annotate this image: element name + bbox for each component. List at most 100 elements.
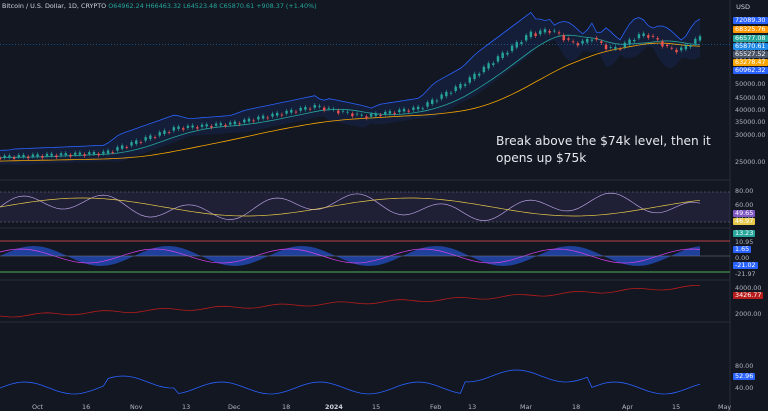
candle-body xyxy=(369,114,373,117)
candle-body xyxy=(529,31,533,37)
chart-annotation[interactable]: Break above the $74k level, then it open… xyxy=(496,133,711,167)
time-tick-label: 2024 xyxy=(325,403,343,411)
time-tick-label: Mar xyxy=(520,403,533,411)
rsi-band xyxy=(0,192,730,222)
candle-body xyxy=(200,124,204,127)
price-tick-label: 30000.00 xyxy=(735,131,766,139)
candle-body xyxy=(600,41,603,43)
rsi-line xyxy=(0,192,701,221)
candle-body xyxy=(351,113,354,117)
rsi-tick-label: 80.00 xyxy=(735,187,754,195)
time-tick-label: 18 xyxy=(572,403,581,411)
rsi-badge: 46.97 xyxy=(733,217,756,225)
candle-body xyxy=(665,44,669,47)
candle-body xyxy=(642,33,645,36)
candle-body xyxy=(322,107,326,111)
candle-body xyxy=(487,63,490,69)
candle-body xyxy=(402,108,406,112)
candle-body xyxy=(73,152,77,155)
ma-short xyxy=(0,34,701,158)
annotation-line-1: Break above the $74k level, then it xyxy=(496,134,711,148)
candle-body xyxy=(36,154,39,157)
metric-line-blue xyxy=(0,369,701,395)
symbol-title[interactable]: Bitcoin / U.S. Dollar, 1D, CRYPTO xyxy=(2,2,107,10)
candle-body xyxy=(186,125,190,128)
candle-body xyxy=(294,111,298,113)
candle-body xyxy=(167,132,171,134)
candle-body xyxy=(341,110,345,112)
bottom-tick-label: 80.00 xyxy=(735,362,754,370)
annotation-line-2: opens up $75k xyxy=(496,151,587,165)
candle-body xyxy=(233,121,237,125)
candle-body xyxy=(271,113,274,117)
candle-body xyxy=(647,35,650,38)
candle-body xyxy=(247,118,251,122)
time-tick-label: May xyxy=(718,403,732,411)
candle-body xyxy=(562,35,565,41)
candle-body xyxy=(0,157,2,160)
oscillator-tick-label: -21.97 xyxy=(735,270,756,278)
time-tick-label: Feb xyxy=(430,403,442,411)
candle-body xyxy=(431,99,434,105)
candle-body xyxy=(41,156,44,158)
candle-body xyxy=(346,111,349,113)
bottom-badge: 52.96 xyxy=(733,372,756,380)
candle-body xyxy=(26,156,30,159)
candle-body xyxy=(379,115,382,117)
candle-body xyxy=(12,157,16,159)
metric-line-red xyxy=(0,285,700,318)
candle-body xyxy=(163,130,166,134)
candle-body xyxy=(144,137,147,141)
candle-body xyxy=(360,114,363,116)
candle-body xyxy=(633,39,636,42)
candle-body xyxy=(435,100,439,102)
candle-body xyxy=(55,155,58,158)
candle-body xyxy=(416,106,420,110)
candle-body xyxy=(388,111,392,114)
candle-body xyxy=(172,127,176,131)
oscillator-tick-label: 10.95 xyxy=(735,238,754,246)
candle-body xyxy=(571,41,575,43)
candle-body xyxy=(543,29,547,33)
candle-body xyxy=(454,86,457,92)
candle-body xyxy=(412,107,415,110)
candle-body xyxy=(182,128,185,130)
candle-body xyxy=(45,153,49,156)
candle-body xyxy=(384,111,387,115)
price-badge: 72089.30 xyxy=(733,16,768,24)
candle-body xyxy=(83,154,86,156)
time-tick-label: Oct xyxy=(32,403,44,411)
time-tick-label: 13 xyxy=(468,403,477,411)
price-tick-label: 25000.00 xyxy=(735,158,766,166)
candle-body xyxy=(308,108,312,110)
candle-body xyxy=(275,112,279,116)
candle-body xyxy=(17,155,20,158)
currency-label[interactable]: USD xyxy=(736,3,750,11)
candle-body xyxy=(534,33,537,36)
candle-body xyxy=(680,47,683,51)
candle-body xyxy=(618,48,622,50)
candle-body xyxy=(219,123,223,126)
candle-body xyxy=(332,108,335,110)
candle-body xyxy=(449,92,453,94)
candle-body xyxy=(661,41,664,47)
candle-body xyxy=(50,153,53,156)
candle-body xyxy=(88,152,91,155)
time-tick-label: 16 xyxy=(82,403,91,411)
candle-body xyxy=(92,151,96,154)
candle-body xyxy=(440,94,443,99)
candle-body xyxy=(656,38,659,40)
candle-body xyxy=(304,106,307,110)
candle-body xyxy=(102,151,105,154)
candle-body xyxy=(69,154,72,157)
candle-body xyxy=(623,42,627,48)
candle-body xyxy=(149,135,152,139)
candle-body xyxy=(426,102,429,107)
candle-body xyxy=(506,52,509,55)
candle-body xyxy=(520,42,523,44)
candle-body xyxy=(468,77,471,83)
candle-body xyxy=(567,38,570,40)
line-tick-label: 2000.00 xyxy=(735,310,762,318)
